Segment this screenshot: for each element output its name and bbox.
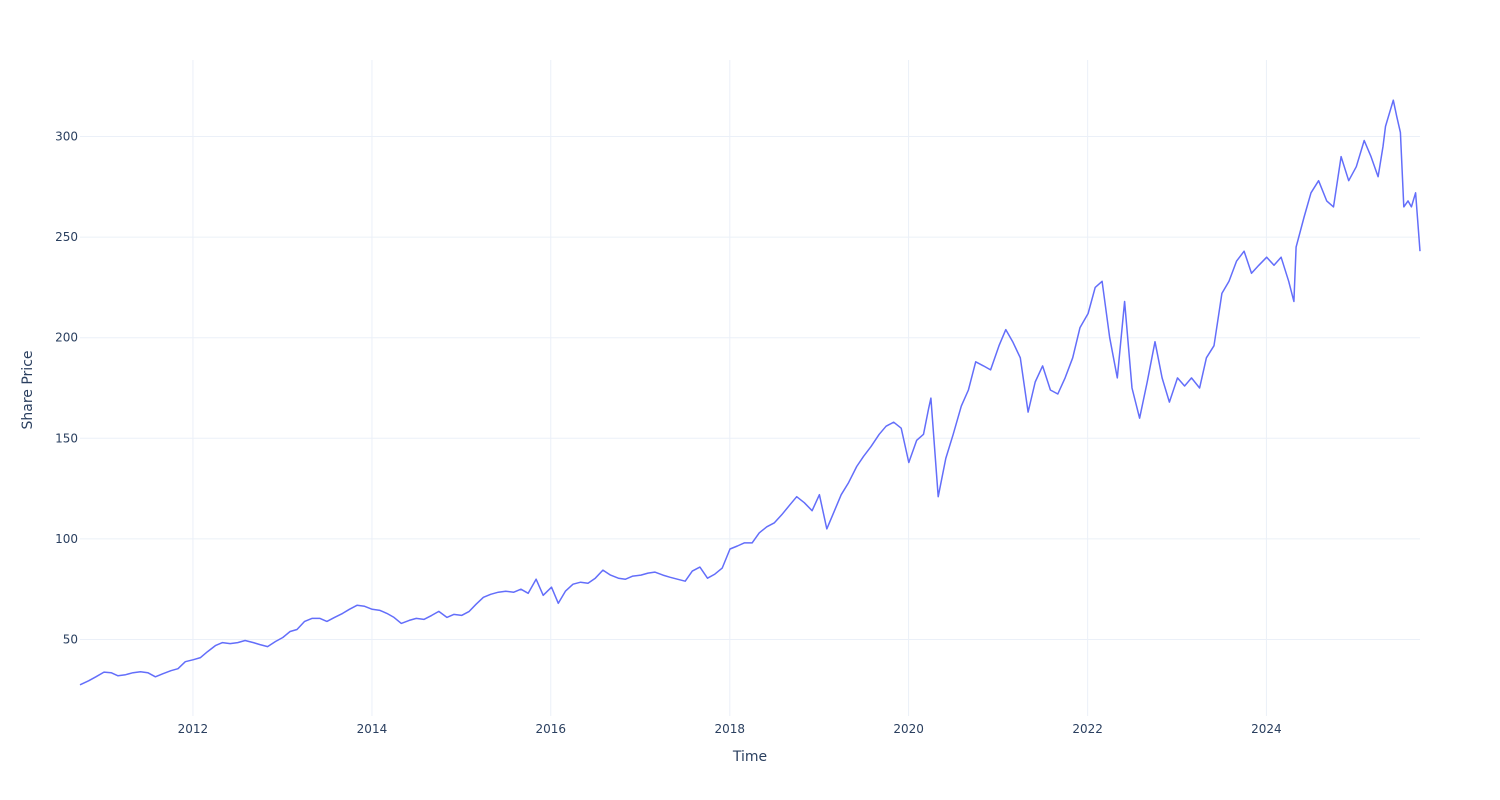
y-tick-label: 250 [55,230,78,244]
y-tick-label: 50 [63,633,78,647]
y-tick-label: 100 [55,532,78,546]
y-axis-title: Share Price [20,350,36,429]
series-group [79,99,1421,686]
x-axis-title: Time [732,749,767,765]
series-line-0 [79,99,1421,686]
grid [80,60,1420,716]
y-axis-ticks: 50 100 150 200 250 300 [55,129,78,646]
x-tick-label: 2016 [535,722,566,736]
y-tick-label: 300 [55,129,78,143]
x-tick-label: 2024 [1251,722,1282,736]
y-tick-label: 150 [55,431,78,445]
x-tick-label: 2018 [715,722,746,736]
y-tick-label: 200 [55,331,78,345]
x-tick-label: 2020 [893,722,924,736]
x-tick-label: 2022 [1072,722,1103,736]
x-tick-label: 2012 [178,722,209,736]
x-tick-label: 2014 [357,722,388,736]
x-axis-ticks: 2012 2014 2016 2018 2020 2022 2024 [178,722,1282,736]
